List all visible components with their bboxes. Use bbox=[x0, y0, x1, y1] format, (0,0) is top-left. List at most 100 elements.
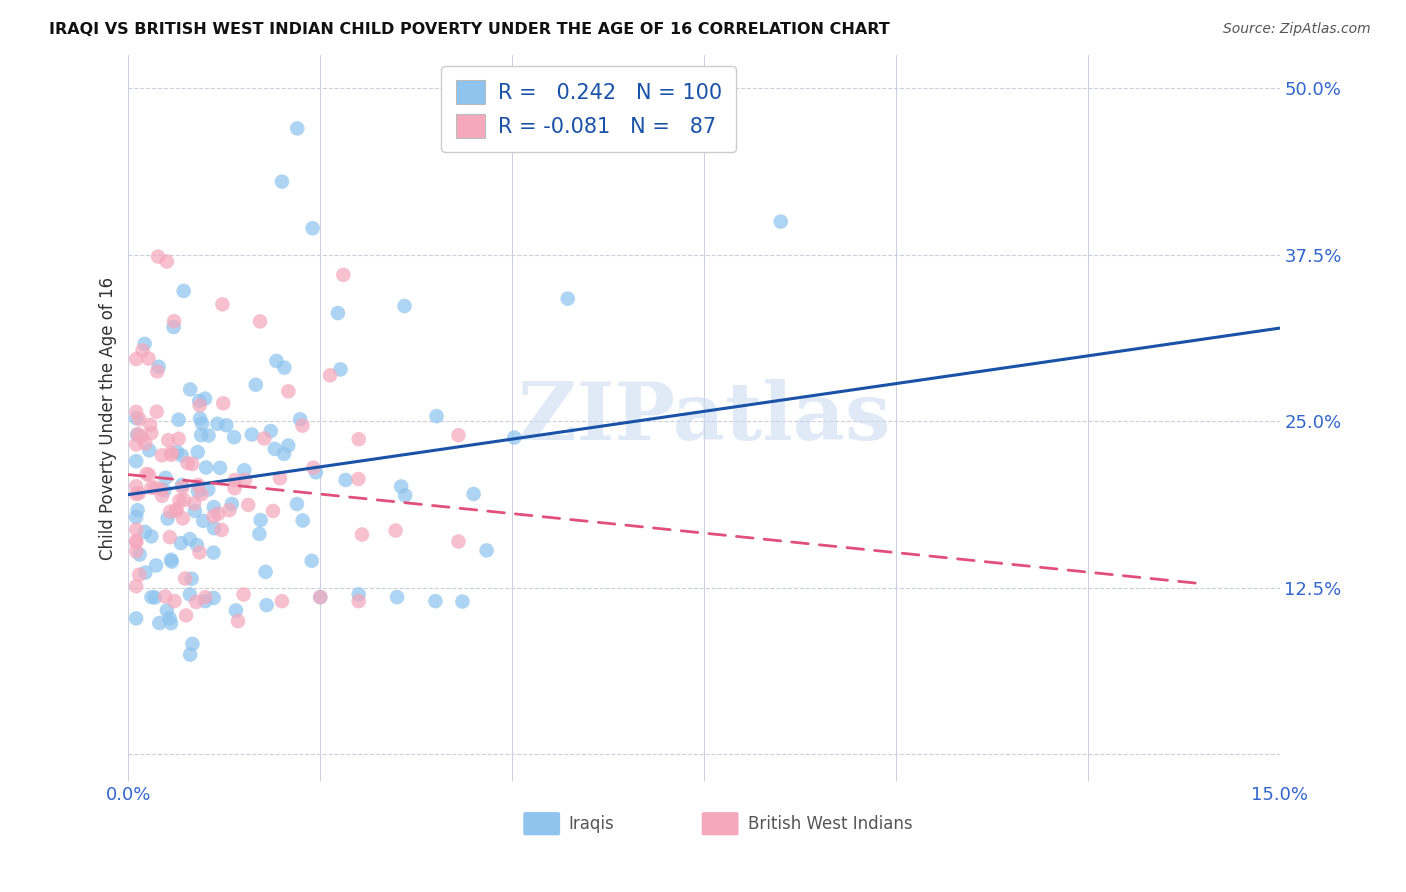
Point bbox=[475, 543, 498, 558]
Point bbox=[125, 510, 148, 524]
Text: British West Indians: British West Indians bbox=[748, 814, 912, 833]
Point bbox=[162, 320, 184, 334]
Point bbox=[184, 504, 207, 518]
Point bbox=[125, 454, 148, 468]
Point bbox=[202, 509, 225, 524]
Point bbox=[134, 566, 156, 580]
Point bbox=[180, 572, 202, 586]
Point bbox=[127, 503, 149, 517]
Point bbox=[146, 250, 169, 264]
Point bbox=[193, 514, 215, 528]
Point bbox=[156, 603, 179, 617]
Point bbox=[769, 214, 792, 228]
Point bbox=[173, 284, 195, 298]
Point bbox=[131, 343, 153, 358]
Point bbox=[254, 565, 277, 579]
Point bbox=[134, 336, 156, 351]
Point bbox=[172, 511, 194, 525]
Point bbox=[233, 473, 256, 487]
Point bbox=[329, 362, 352, 376]
Text: IRAQI VS BRITISH WEST INDIAN CHILD POVERTY UNDER THE AGE OF 16 CORRELATION CHART: IRAQI VS BRITISH WEST INDIAN CHILD POVER… bbox=[49, 22, 890, 37]
Point bbox=[384, 524, 406, 538]
Point bbox=[260, 424, 283, 438]
Point bbox=[160, 552, 183, 566]
Point bbox=[249, 314, 271, 328]
Point bbox=[350, 527, 373, 541]
Point bbox=[141, 481, 163, 495]
Point bbox=[125, 427, 148, 442]
Point bbox=[188, 411, 211, 425]
Point bbox=[173, 492, 195, 507]
Point bbox=[194, 590, 217, 604]
Point bbox=[557, 292, 579, 306]
Point bbox=[170, 449, 193, 463]
Point bbox=[277, 384, 299, 399]
FancyBboxPatch shape bbox=[523, 812, 560, 835]
Point bbox=[385, 590, 408, 604]
Point bbox=[170, 536, 193, 550]
Point bbox=[256, 598, 278, 612]
Point bbox=[128, 567, 150, 582]
Point bbox=[389, 479, 412, 493]
Point bbox=[125, 351, 148, 366]
Point bbox=[207, 507, 229, 521]
Point bbox=[266, 354, 288, 368]
Point bbox=[273, 360, 295, 375]
Point bbox=[211, 523, 233, 537]
Point bbox=[226, 614, 249, 628]
Point bbox=[232, 587, 254, 601]
Point bbox=[188, 545, 211, 559]
Point bbox=[145, 558, 167, 573]
Point bbox=[125, 437, 148, 451]
Point bbox=[181, 457, 204, 471]
Point bbox=[160, 445, 183, 459]
Point bbox=[319, 368, 342, 383]
Point bbox=[138, 467, 160, 482]
Point bbox=[277, 438, 299, 452]
Point bbox=[263, 442, 285, 456]
Point bbox=[179, 587, 201, 601]
Point bbox=[247, 527, 270, 541]
Point bbox=[150, 483, 173, 497]
Point bbox=[166, 503, 188, 517]
Point bbox=[159, 505, 181, 519]
Point bbox=[332, 268, 354, 282]
Point bbox=[238, 498, 260, 512]
Point bbox=[233, 463, 256, 477]
Point bbox=[134, 524, 156, 539]
Point bbox=[202, 500, 225, 515]
Point bbox=[125, 487, 148, 501]
Point bbox=[135, 467, 157, 481]
Point bbox=[197, 483, 219, 497]
Point bbox=[125, 479, 148, 493]
Point bbox=[160, 448, 183, 462]
Point bbox=[131, 430, 153, 444]
Point bbox=[202, 545, 225, 559]
Point bbox=[212, 396, 235, 410]
Point bbox=[188, 393, 211, 408]
Point bbox=[305, 466, 328, 480]
Point bbox=[224, 430, 246, 444]
Point bbox=[125, 611, 148, 625]
Point bbox=[150, 489, 173, 503]
Point bbox=[447, 534, 470, 549]
Point bbox=[463, 487, 485, 501]
Point bbox=[211, 297, 233, 311]
Point bbox=[141, 590, 163, 604]
Point bbox=[179, 383, 201, 397]
Point bbox=[125, 411, 148, 425]
Point bbox=[155, 590, 177, 604]
Point bbox=[159, 611, 181, 625]
Point bbox=[148, 359, 170, 374]
Point bbox=[145, 405, 167, 419]
Point bbox=[249, 513, 271, 527]
Point bbox=[291, 418, 314, 433]
Point bbox=[179, 532, 201, 546]
Point bbox=[302, 460, 325, 475]
Point bbox=[394, 299, 416, 313]
Point bbox=[194, 594, 217, 608]
Point bbox=[146, 364, 169, 378]
Point bbox=[188, 398, 211, 412]
Legend: R =   0.242   N = 100, R = -0.081   N =   87: R = 0.242 N = 100, R = -0.081 N = 87 bbox=[441, 65, 737, 153]
Point bbox=[240, 427, 263, 442]
